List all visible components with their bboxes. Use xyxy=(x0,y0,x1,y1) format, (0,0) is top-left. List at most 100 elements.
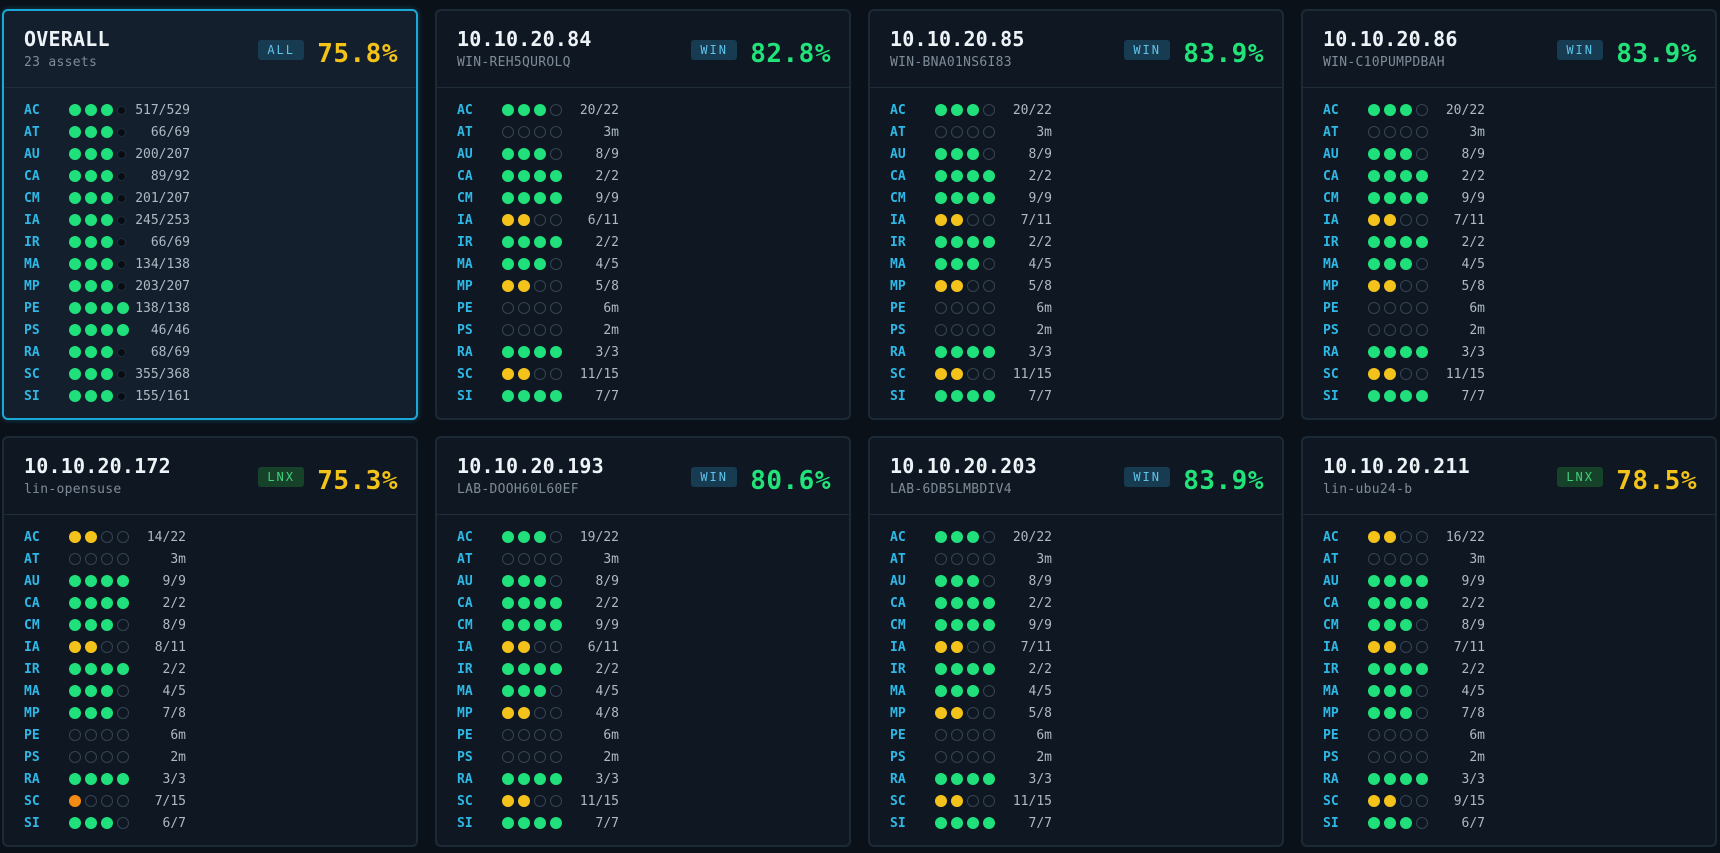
dot-full xyxy=(1416,346,1428,358)
family-code: AT xyxy=(1323,552,1339,567)
card-title: 10.10.20.203 xyxy=(890,454,1037,478)
dot-partial xyxy=(951,368,963,380)
control-count: 2/2 xyxy=(162,596,186,611)
control-count: 3/3 xyxy=(162,772,186,787)
family-code: AU xyxy=(1323,574,1339,589)
dot-empty xyxy=(518,729,530,741)
control-count: 6m xyxy=(1469,301,1485,316)
dot-full xyxy=(1384,148,1396,160)
control-count: 134/138 xyxy=(135,257,190,272)
score-dots xyxy=(935,258,999,272)
asset-card[interactable]: OVERALL 23 assets ALL 75.8% AC 517/529 AT 66/69… xyxy=(2,9,418,420)
dot-empty xyxy=(967,280,979,292)
control-count: 3/3 xyxy=(1461,345,1485,360)
score-dots xyxy=(502,619,566,633)
control-count: 4/5 xyxy=(1461,684,1485,699)
dot-full xyxy=(534,148,546,160)
dot-empty xyxy=(967,641,979,653)
dot-empty xyxy=(101,795,113,807)
dot-full xyxy=(983,346,995,358)
dot-full xyxy=(935,531,947,543)
dot-full xyxy=(518,575,530,587)
dot-full xyxy=(117,773,129,785)
family-code: MA xyxy=(24,684,40,699)
dot-full xyxy=(951,236,963,248)
dot-full xyxy=(101,258,113,270)
dot-partial xyxy=(935,795,947,807)
dot-full xyxy=(967,531,979,543)
dot-full xyxy=(550,817,562,829)
asset-card[interactable]: 10.10.20.84 WIN-REH5QUROLQ WIN 82.8% AC 20/22… xyxy=(435,9,851,420)
dot-empty xyxy=(550,795,562,807)
dot-empty xyxy=(518,751,530,763)
control-count: 3m xyxy=(603,125,619,140)
dot-empty xyxy=(101,751,113,763)
control-count: 11/15 xyxy=(579,367,619,382)
control-family-row: AT 66/69 xyxy=(4,122,416,144)
dot-full xyxy=(1416,170,1428,182)
dot-empty xyxy=(967,126,979,138)
score-dots xyxy=(1368,170,1432,184)
dot-remainder xyxy=(117,282,126,291)
dot-full xyxy=(101,619,113,631)
score-dots xyxy=(935,390,999,404)
score-dots xyxy=(69,597,133,611)
score-dots xyxy=(935,729,999,743)
family-code: CA xyxy=(1323,169,1339,184)
score-dots xyxy=(1368,148,1432,162)
control-family-row: CA 2/2 xyxy=(1303,593,1715,615)
dot-full xyxy=(935,685,947,697)
control-family-row: IR 66/69 xyxy=(4,232,416,254)
asset-card[interactable]: 10.10.20.86 WIN-C10PUMPDBAH WIN 83.9% AC 20/2… xyxy=(1301,9,1717,420)
score-dots xyxy=(935,324,999,338)
dot-full xyxy=(85,324,97,336)
dot-full xyxy=(502,619,514,631)
score-dots xyxy=(502,346,566,360)
dot-full xyxy=(101,170,113,182)
dot-full xyxy=(951,170,963,182)
asset-card[interactable]: 10.10.20.85 WIN-BNA01NS6I83 WIN 83.9% AC 20/2… xyxy=(868,9,1284,420)
dot-full xyxy=(951,619,963,631)
family-code: CM xyxy=(24,191,40,206)
dot-full xyxy=(117,324,129,336)
control-family-row: IR 2/2 xyxy=(870,232,1282,254)
control-family-row: AU 8/9 xyxy=(437,571,849,593)
dot-remainder xyxy=(117,392,126,401)
asset-card[interactable]: 10.10.20.203 LAB-6DB5LMBDIV4 WIN 83.9% AC 20/… xyxy=(868,436,1284,847)
control-family-row: IA 7/11 xyxy=(1303,210,1715,232)
dot-partial xyxy=(85,641,97,653)
dot-full xyxy=(967,663,979,675)
control-family-list: AC 20/22 AT 3m AU 8/9 CA 2/2 CM 9/9 IA 7/11 IR 2/2 MA 4… xyxy=(870,100,1282,408)
dot-full xyxy=(1368,597,1380,609)
dot-full xyxy=(502,346,514,358)
card-header: 10.10.20.172 lin-opensuse LNX 75.3% xyxy=(4,438,416,515)
asset-card[interactable]: 10.10.20.193 LAB-DOOH60L60EF WIN 80.6% AC 19/… xyxy=(435,436,851,847)
control-family-row: CM 8/9 xyxy=(4,615,416,637)
dot-full xyxy=(1416,663,1428,675)
control-count: 7/11 xyxy=(1020,640,1052,655)
dot-empty xyxy=(1416,817,1428,829)
dot-partial xyxy=(1368,214,1380,226)
control-count: 5/8 xyxy=(595,279,619,294)
control-family-row: MA 4/5 xyxy=(437,681,849,703)
score-dots xyxy=(935,531,999,545)
score-dots xyxy=(69,280,130,294)
dot-full xyxy=(518,531,530,543)
score-dots xyxy=(502,795,566,809)
control-family-row: CA 89/92 xyxy=(4,166,416,188)
family-code: SI xyxy=(890,389,906,404)
dot-full xyxy=(69,575,81,587)
dot-empty xyxy=(1400,553,1412,565)
dot-empty xyxy=(1400,280,1412,292)
dot-full xyxy=(502,817,514,829)
score-dots xyxy=(935,597,999,611)
control-count: 66/69 xyxy=(150,235,190,250)
control-count: 355/368 xyxy=(135,367,190,382)
control-family-row: AU 8/9 xyxy=(870,571,1282,593)
asset-card[interactable]: 10.10.20.211 lin-ubu24-b LNX 78.5% AC 16/22 AT… xyxy=(1301,436,1717,847)
dot-empty xyxy=(550,685,562,697)
family-code: AC xyxy=(24,530,40,545)
asset-card[interactable]: 10.10.20.172 lin-opensuse LNX 75.3% AC 14/22 A… xyxy=(2,436,418,847)
family-code: MP xyxy=(24,706,40,721)
dot-full xyxy=(967,170,979,182)
